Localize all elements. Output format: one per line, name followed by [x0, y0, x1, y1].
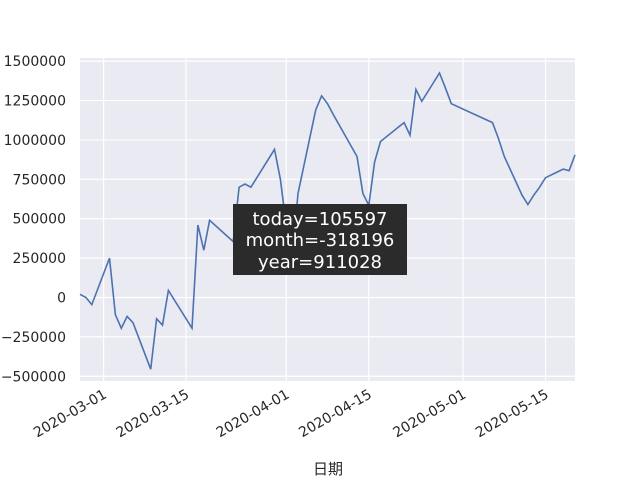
- x-tick-label: 2020-04-15: [296, 387, 374, 442]
- x-tick-label: 2020-03-15: [114, 387, 192, 442]
- y-tick-label: −500000: [1, 369, 66, 385]
- y-tick-label: 500000: [13, 212, 66, 228]
- x-axis-ticks: 2020-03-01 2020-03-15 2020-04-01 2020-04-15…: [31, 387, 551, 442]
- data-tooltip: today=105597 month=-318196 year=911028: [233, 204, 407, 275]
- grid-lines: [80, 58, 575, 381]
- y-tick-label: 1250000: [4, 94, 66, 110]
- y-tick-label: −250000: [1, 330, 66, 346]
- x-tick-label: 2020-04-01: [214, 387, 292, 442]
- tooltip-month: month=-318196: [246, 230, 395, 251]
- x-tick-label: 2020-03-01: [31, 387, 109, 442]
- tooltip-today: today=105597: [253, 209, 388, 230]
- tooltip-box: [233, 204, 407, 275]
- x-axis-label: 日期: [313, 460, 343, 478]
- y-axis-ticks: −500000 −250000 0 250000 500000 750000 1000000…: [1, 54, 66, 385]
- x-tick-label: 2020-05-15: [473, 387, 551, 442]
- x-tick-label: 2020-05-01: [391, 387, 469, 442]
- y-tick-label: 1500000: [4, 54, 66, 70]
- series-line: [79, 71, 576, 370]
- y-tick-label: 750000: [13, 172, 66, 188]
- y-tick-label: 0: [57, 290, 66, 306]
- y-tick-label: 1000000: [4, 133, 66, 149]
- tooltip-year: year=911028: [258, 252, 382, 273]
- y-tick-label: 250000: [13, 251, 66, 267]
